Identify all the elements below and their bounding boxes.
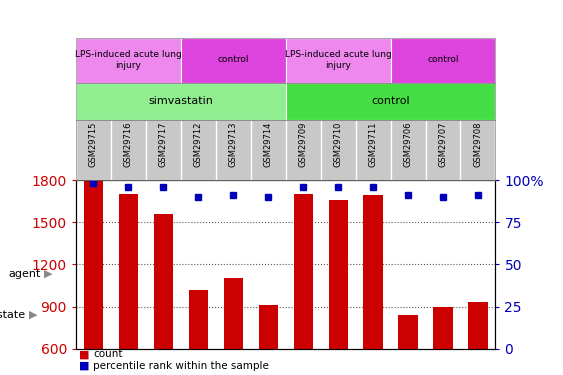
Text: GSM29710: GSM29710: [334, 122, 343, 167]
Text: GSM29714: GSM29714: [263, 122, 272, 167]
Bar: [119, 194, 138, 349]
Text: agent: agent: [8, 269, 41, 279]
Text: ■: ■: [79, 361, 90, 370]
Text: GSM29715: GSM29715: [89, 122, 98, 167]
Bar: [364, 195, 383, 349]
Text: GSM29707: GSM29707: [439, 122, 448, 167]
Bar: [399, 315, 418, 349]
Text: LPS-induced acute lung
injury: LPS-induced acute lung injury: [285, 50, 391, 70]
Text: control: control: [217, 56, 249, 64]
Text: control: control: [427, 56, 459, 64]
Bar: [293, 194, 313, 349]
Bar: [286, 38, 391, 82]
Text: GSM29712: GSM29712: [194, 122, 203, 167]
Text: GSM29713: GSM29713: [229, 122, 238, 167]
Bar: [391, 38, 495, 82]
Bar: [224, 278, 243, 349]
Bar: [286, 82, 495, 120]
Text: ▶: ▶: [44, 269, 52, 279]
Text: count: count: [93, 350, 122, 359]
Bar: [76, 82, 286, 120]
Text: GSM29717: GSM29717: [159, 122, 168, 167]
Text: GSM29706: GSM29706: [404, 122, 413, 167]
Bar: [258, 305, 278, 349]
Bar: [434, 307, 453, 349]
Title: GDS1239 / 1452038_at: GDS1239 / 1452038_at: [205, 165, 367, 179]
Text: LPS-induced acute lung
injury: LPS-induced acute lung injury: [75, 50, 182, 70]
Bar: [329, 200, 348, 349]
Text: control: control: [371, 96, 410, 106]
Bar: [154, 214, 173, 349]
Text: GSM29711: GSM29711: [369, 122, 378, 167]
Bar: [181, 38, 286, 82]
Bar: [189, 290, 208, 349]
Text: simvastatin: simvastatin: [149, 96, 213, 106]
Text: percentile rank within the sample: percentile rank within the sample: [93, 361, 269, 370]
Text: GSM29716: GSM29716: [124, 122, 133, 167]
Text: GSM29708: GSM29708: [473, 122, 482, 167]
Bar: [84, 182, 103, 349]
Text: ▶: ▶: [29, 310, 37, 320]
Text: ■: ■: [79, 350, 90, 359]
Bar: [76, 38, 181, 82]
Text: disease state: disease state: [0, 310, 25, 320]
Bar: [468, 302, 488, 349]
Text: GSM29709: GSM29709: [299, 122, 308, 167]
